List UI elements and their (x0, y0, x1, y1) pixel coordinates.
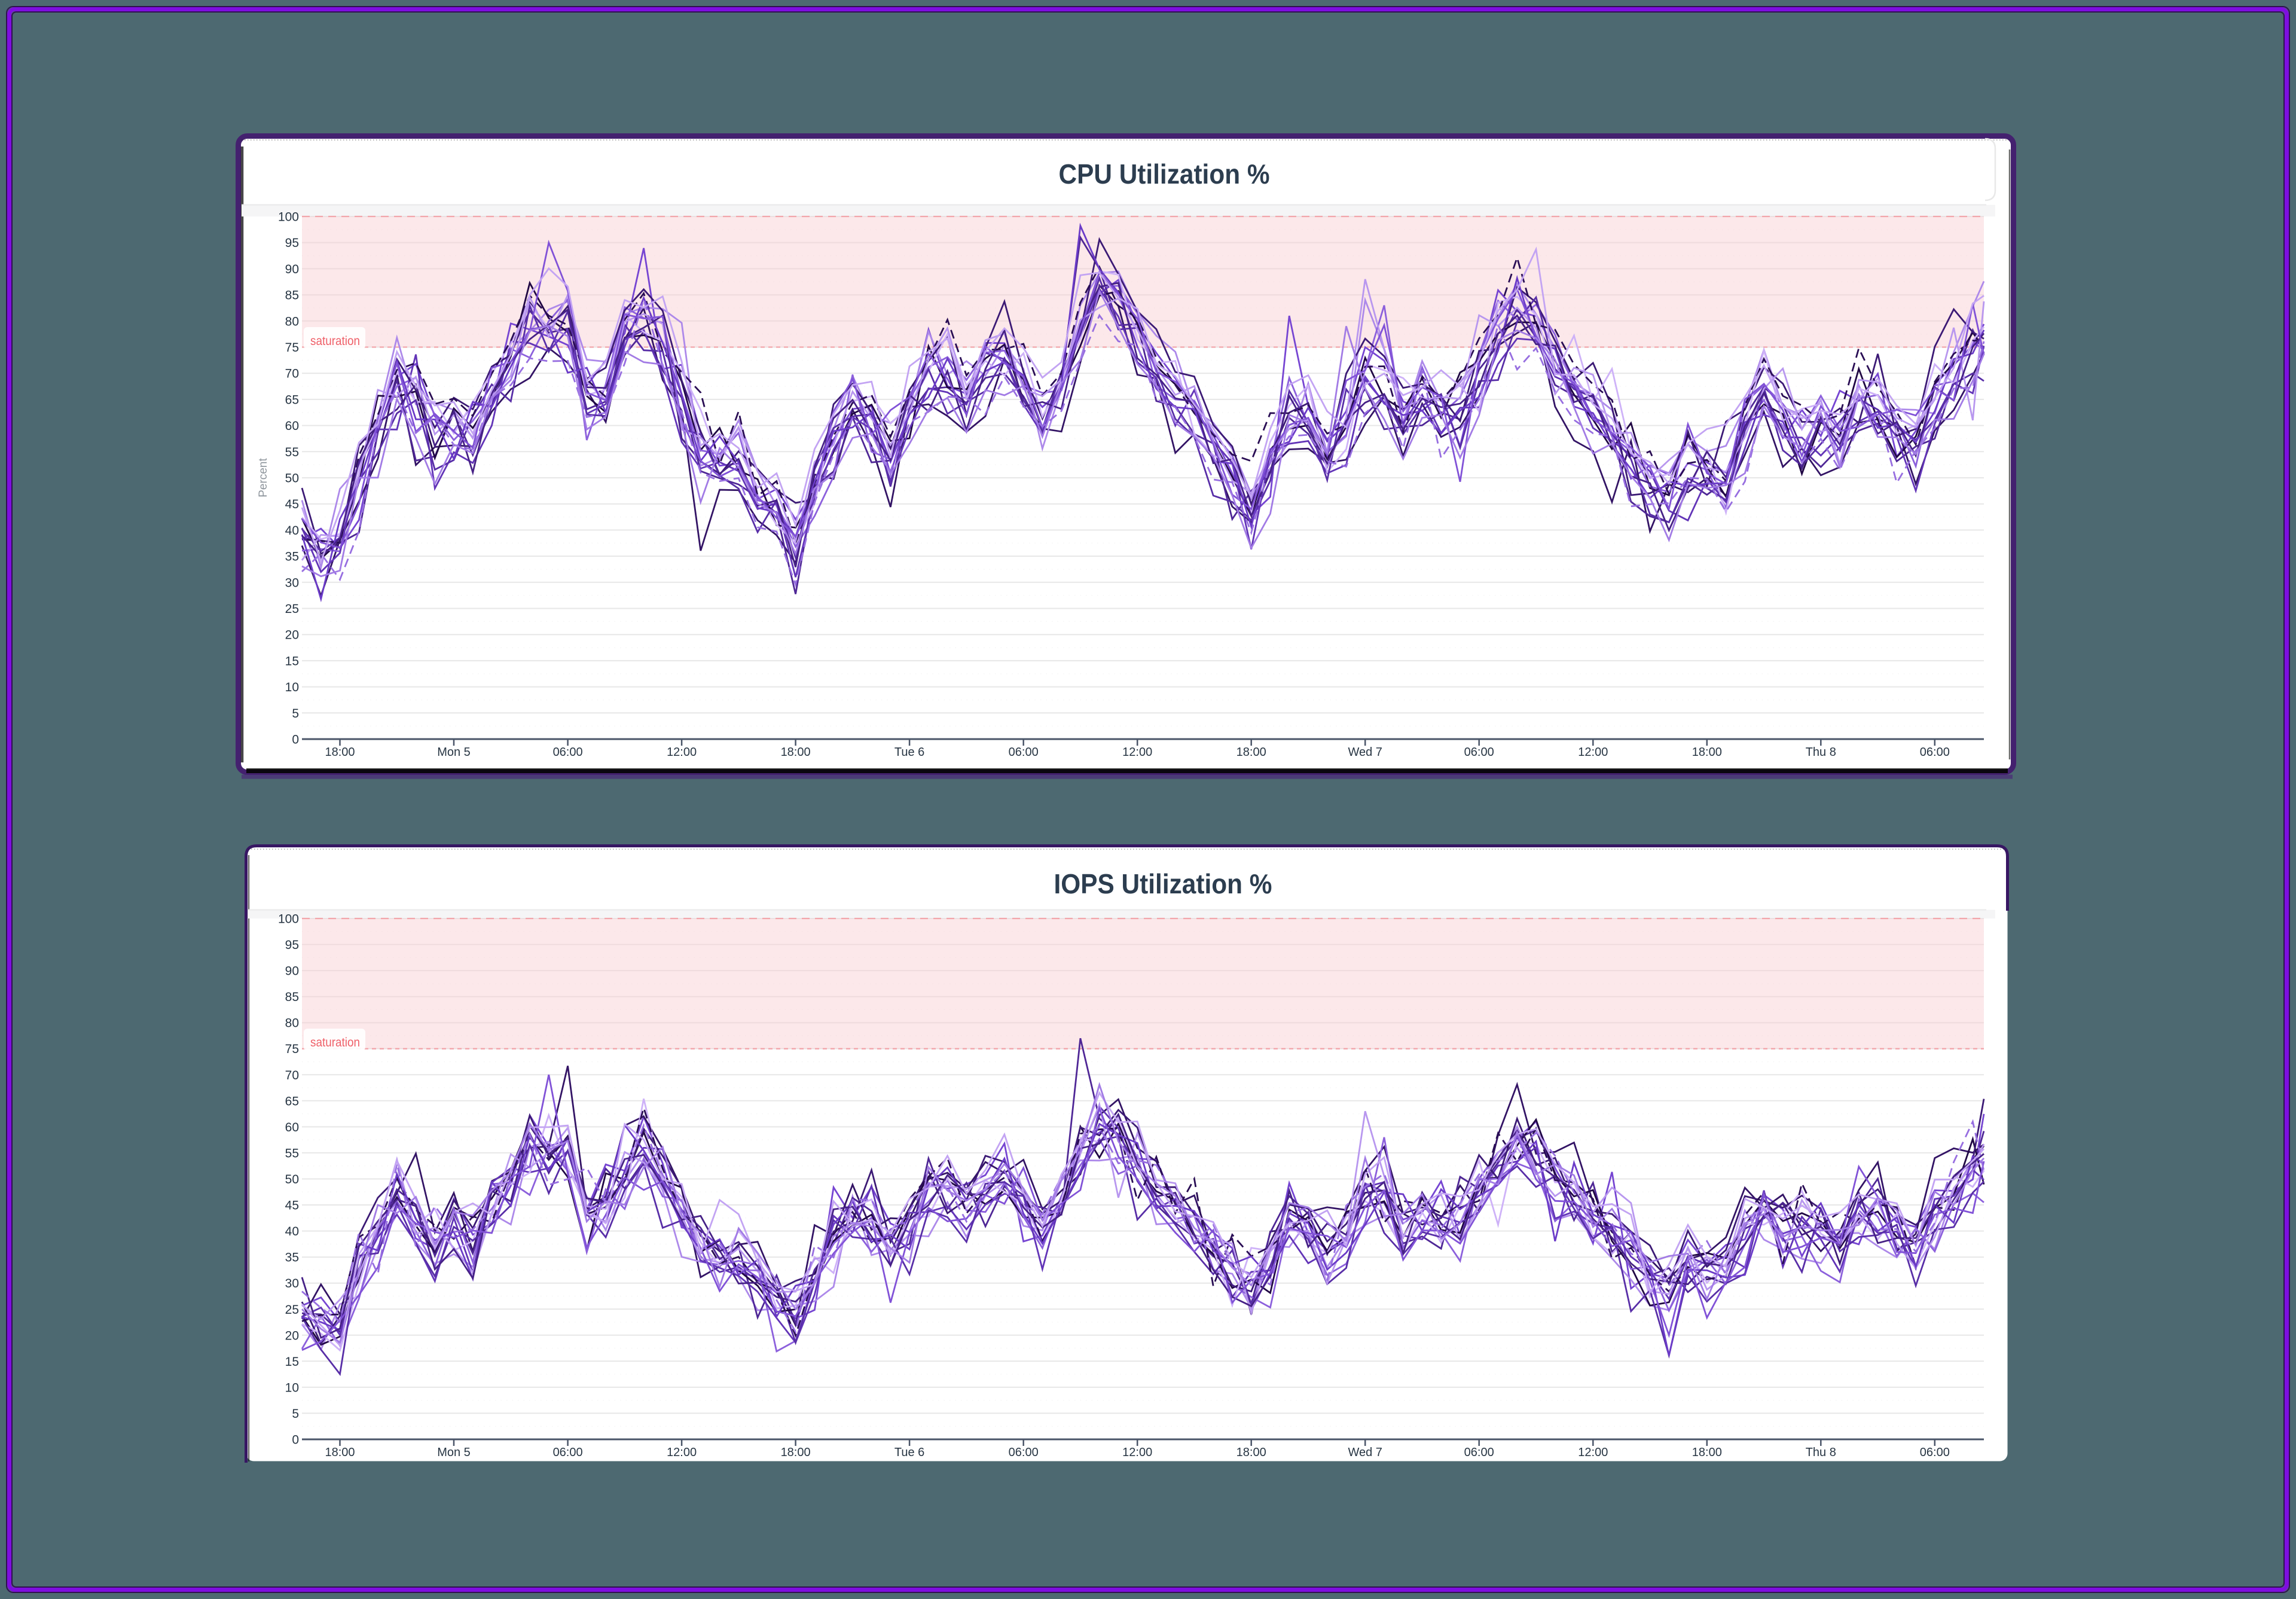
svg-text:45: 45 (285, 498, 299, 511)
svg-text:10: 10 (285, 1381, 299, 1394)
svg-text:30: 30 (285, 576, 299, 590)
svg-text:18:00: 18:00 (1236, 1446, 1266, 1459)
svg-text:Thu 8: Thu 8 (1806, 1446, 1836, 1459)
svg-text:saturation: saturation (310, 1036, 360, 1049)
svg-text:15: 15 (285, 654, 299, 668)
svg-text:12:00: 12:00 (1122, 746, 1152, 759)
svg-text:18:00: 18:00 (781, 746, 811, 759)
svg-text:35: 35 (285, 1251, 299, 1265)
svg-text:90: 90 (285, 263, 299, 276)
svg-text:06:00: 06:00 (1009, 746, 1039, 759)
svg-text:18:00: 18:00 (325, 746, 355, 759)
svg-text:CPU Utilization %: CPU Utilization % (1059, 158, 1270, 190)
svg-text:0: 0 (292, 733, 299, 747)
svg-text:90: 90 (285, 965, 299, 978)
svg-text:0: 0 (292, 1433, 299, 1447)
svg-text:5: 5 (292, 1407, 299, 1421)
svg-text:Thu 8: Thu 8 (1806, 746, 1836, 759)
svg-text:30: 30 (285, 1277, 299, 1290)
svg-text:85: 85 (285, 289, 299, 303)
svg-text:75: 75 (285, 1042, 299, 1056)
svg-text:20: 20 (285, 1329, 299, 1342)
svg-text:95: 95 (285, 938, 299, 952)
svg-text:12:00: 12:00 (667, 1446, 697, 1459)
svg-text:06:00: 06:00 (553, 746, 583, 759)
svg-text:70: 70 (285, 367, 299, 381)
svg-text:Tue 6: Tue 6 (894, 1446, 924, 1459)
svg-text:40: 40 (285, 1225, 299, 1238)
svg-text:15: 15 (285, 1355, 299, 1369)
svg-text:20: 20 (285, 628, 299, 642)
svg-text:60: 60 (285, 1121, 299, 1134)
svg-text:25: 25 (285, 602, 299, 616)
svg-text:70: 70 (285, 1069, 299, 1082)
svg-text:100: 100 (278, 913, 299, 926)
svg-text:65: 65 (285, 393, 299, 407)
svg-text:Wed 7: Wed 7 (1348, 746, 1382, 759)
svg-text:35: 35 (285, 550, 299, 564)
svg-text:06:00: 06:00 (1009, 1446, 1039, 1459)
svg-text:Tue 6: Tue 6 (894, 746, 924, 759)
svg-text:100: 100 (278, 210, 299, 224)
svg-text:Percent: Percent (257, 458, 270, 498)
svg-text:10: 10 (285, 681, 299, 694)
svg-text:25: 25 (285, 1303, 299, 1317)
svg-text:18:00: 18:00 (1692, 746, 1722, 759)
svg-text:85: 85 (285, 990, 299, 1004)
svg-text:Wed 7: Wed 7 (1348, 1446, 1382, 1459)
svg-text:5: 5 (292, 707, 299, 721)
svg-text:Mon 5: Mon 5 (437, 746, 471, 759)
svg-text:40: 40 (285, 524, 299, 538)
svg-text:65: 65 (285, 1094, 299, 1108)
svg-text:18:00: 18:00 (781, 1446, 811, 1459)
svg-text:18:00: 18:00 (1692, 1446, 1722, 1459)
svg-text:06:00: 06:00 (1464, 1446, 1494, 1459)
svg-text:18:00: 18:00 (325, 1446, 355, 1459)
svg-text:06:00: 06:00 (1920, 1446, 1950, 1459)
svg-text:75: 75 (285, 341, 299, 355)
svg-text:50: 50 (285, 1173, 299, 1186)
svg-text:06:00: 06:00 (553, 1446, 583, 1459)
svg-text:55: 55 (285, 445, 299, 459)
svg-text:80: 80 (285, 1017, 299, 1030)
svg-text:95: 95 (285, 236, 299, 250)
svg-text:Mon 5: Mon 5 (437, 1446, 471, 1459)
svg-text:60: 60 (285, 419, 299, 433)
svg-text:50: 50 (285, 472, 299, 486)
svg-text:12:00: 12:00 (667, 746, 697, 759)
svg-text:45: 45 (285, 1199, 299, 1213)
svg-text:12:00: 12:00 (1578, 1446, 1608, 1459)
svg-text:12:00: 12:00 (1578, 746, 1608, 759)
svg-text:IOPS Utilization %: IOPS Utilization % (1054, 868, 1272, 899)
svg-text:18:00: 18:00 (1236, 746, 1266, 759)
svg-text:06:00: 06:00 (1464, 746, 1494, 759)
svg-text:saturation: saturation (310, 334, 360, 348)
svg-text:55: 55 (285, 1146, 299, 1160)
svg-text:12:00: 12:00 (1122, 1446, 1152, 1459)
svg-text:06:00: 06:00 (1920, 746, 1950, 759)
svg-text:80: 80 (285, 315, 299, 328)
